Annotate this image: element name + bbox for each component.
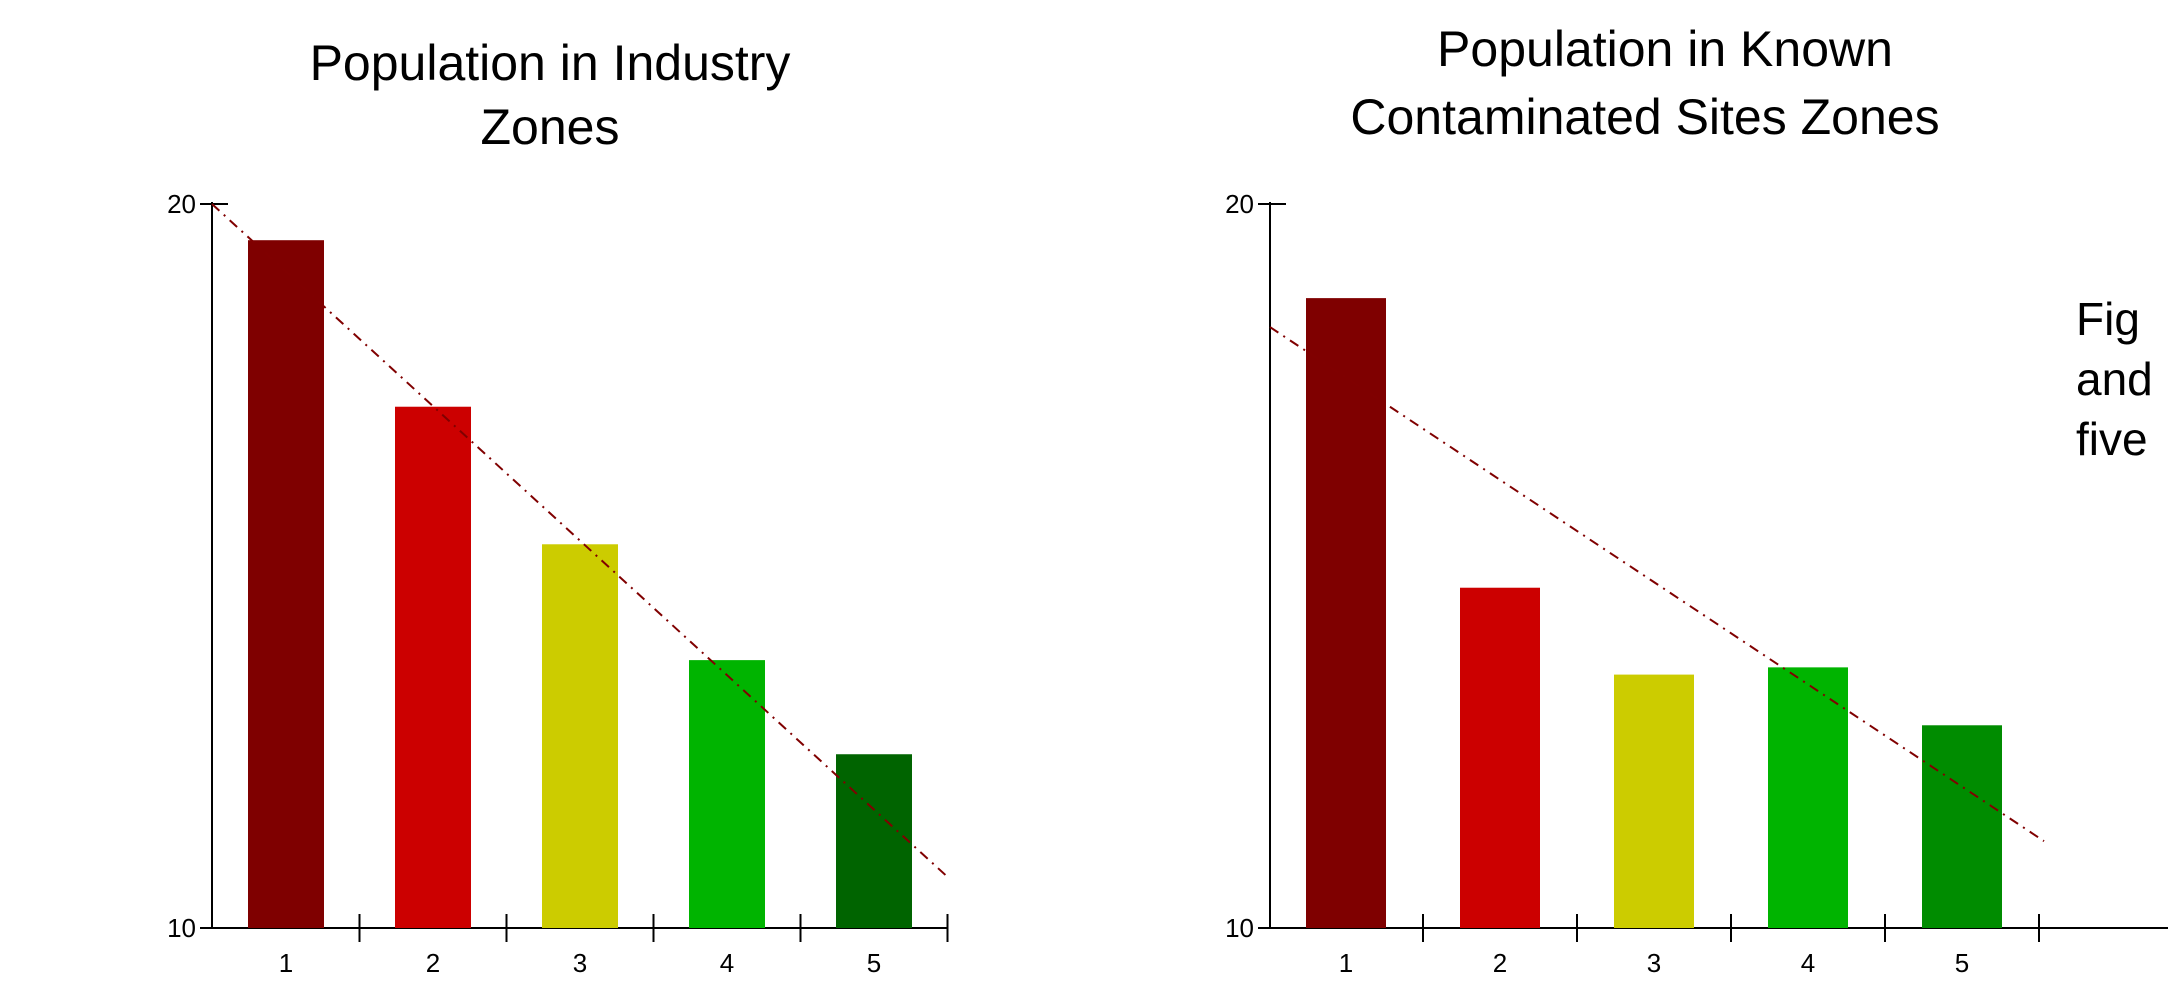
chart-2-trend-line	[1269, 326, 2045, 842]
chart-2-x-tick-label-5: 5	[1955, 948, 1969, 978]
chart-1-x-tick-label-4: 4	[720, 948, 734, 978]
chart-2-x-tick-label-4: 4	[1801, 948, 1815, 978]
industry-zones-chart: Population in Industry Zones 20 10 1 2 3 4 5	[167, 35, 949, 978]
chart-1-title-line-1: Population in Industry	[310, 35, 791, 91]
chart-1-title-line-2: Zones	[481, 99, 620, 155]
chart-1-y-tick-label-min: 10	[167, 913, 196, 943]
chart-1-x-tick-label-3: 3	[573, 948, 587, 978]
chart-2-x-tick-label-2: 2	[1493, 948, 1507, 978]
side-caption-line-1: Fig	[2076, 293, 2140, 345]
chart-1-bar-1	[248, 240, 324, 928]
chart-1-x-tick-label-5: 5	[867, 948, 881, 978]
chart-2-bar-5	[1922, 725, 2002, 928]
chart-2-bar-4	[1768, 667, 1848, 928]
chart-1-bar-2	[395, 406, 471, 929]
chart-2-title-line-1: Population in Known	[1437, 21, 1893, 77]
chart-1-x-tick-label-1: 1	[279, 948, 293, 978]
chart-2-bar-1	[1306, 298, 1386, 928]
chart-1-bar-4	[689, 660, 765, 928]
chart-2-bar-2	[1460, 587, 1540, 928]
chart-2-title-line-2: Contaminated Sites Zones	[1350, 89, 1939, 145]
side-caption: Fig and five	[2076, 293, 2153, 465]
contaminated-sites-zones-chart: Population in Known Contaminated Sites Z…	[1225, 21, 2168, 978]
side-caption-line-2: and	[2076, 353, 2153, 405]
chart-1-bar-3	[542, 544, 618, 928]
chart-2-x-tick-label-3: 3	[1647, 948, 1661, 978]
side-caption-line-3: five	[2076, 413, 2148, 465]
chart-2-x-tick-label-1: 1	[1339, 948, 1353, 978]
chart-2-y-tick-label-min: 10	[1225, 913, 1254, 943]
chart-2-bar-3	[1614, 674, 1694, 928]
chart-1-y-tick-label-max: 20	[167, 189, 196, 219]
chart-2-y-tick-label-max: 20	[1225, 189, 1254, 219]
chart-1-bar-5	[836, 754, 912, 928]
chart-1-x-tick-label-2: 2	[426, 948, 440, 978]
